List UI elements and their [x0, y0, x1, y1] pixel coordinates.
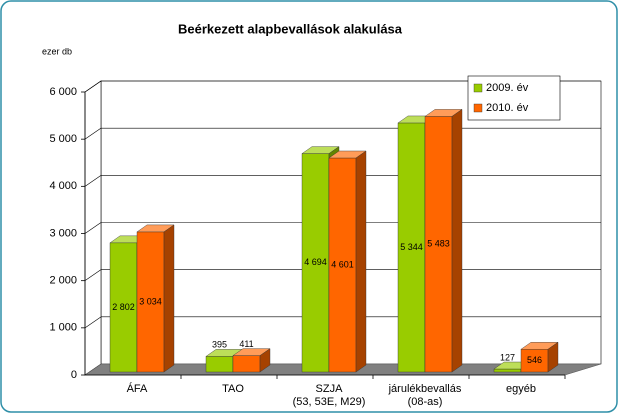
legend-label: 2009. év	[486, 82, 529, 94]
x-tick-label: egyéb	[506, 383, 536, 395]
bar-side	[451, 109, 463, 373]
y-tick-label: 4 000	[49, 180, 77, 192]
chart-title: Beérkezett alapbevallások alakulása	[178, 21, 403, 36]
y-axis-label: ezer db	[42, 46, 72, 56]
grid-line	[84, 80, 102, 93]
value-label: 4 601	[331, 259, 354, 269]
x-tick-label: ÁFA	[127, 382, 148, 395]
y-tick-label: 3 000	[49, 227, 77, 239]
bar-side	[259, 348, 271, 373]
grid-line	[84, 175, 102, 187]
bar-front	[397, 122, 426, 373]
legend-swatch	[473, 83, 483, 93]
bar	[136, 224, 175, 373]
bar-front	[232, 355, 261, 373]
value-label: 5 483	[427, 239, 450, 249]
bar-front	[136, 231, 165, 373]
y-tick-label: 2 000	[49, 275, 77, 287]
bar-front	[493, 368, 522, 373]
bar-front	[328, 157, 357, 373]
value-label: 127	[500, 352, 515, 362]
y-tick-label: 5 000	[49, 133, 77, 145]
grid-line	[84, 127, 102, 140]
x-tick-label: TAO	[222, 383, 244, 395]
x-tick-label: SZJA (53, 53E, M29)	[293, 383, 366, 408]
value-label: 395	[212, 340, 227, 350]
value-label: 5 344	[400, 242, 423, 252]
bar	[520, 341, 559, 373]
value-label: 546	[527, 355, 542, 365]
bar	[424, 109, 463, 373]
legend-box	[467, 75, 561, 121]
bar-front	[301, 153, 330, 373]
bar-front	[424, 116, 453, 373]
value-label: 3 034	[139, 296, 162, 306]
value-label: 2 802	[112, 302, 135, 312]
y-tick-label: 0	[71, 369, 77, 381]
legend-swatch	[473, 103, 483, 113]
bar-side	[163, 224, 175, 373]
legend-label: 2010. év	[486, 102, 529, 114]
value-label: 411	[239, 339, 253, 349]
bar-side	[355, 150, 367, 373]
y-tick-label: 1 000	[49, 322, 77, 334]
bar-side	[547, 341, 559, 373]
bar	[328, 150, 367, 373]
grid-line	[84, 316, 102, 329]
x-tick-label: járulékbevallás (08-as)	[388, 383, 462, 408]
grid-line	[84, 269, 102, 281]
bar	[232, 348, 271, 373]
value-label: 4 694	[304, 257, 327, 267]
y-tick-label: 6 000	[49, 86, 77, 98]
grid-line	[84, 222, 102, 234]
bar-front	[205, 356, 234, 373]
